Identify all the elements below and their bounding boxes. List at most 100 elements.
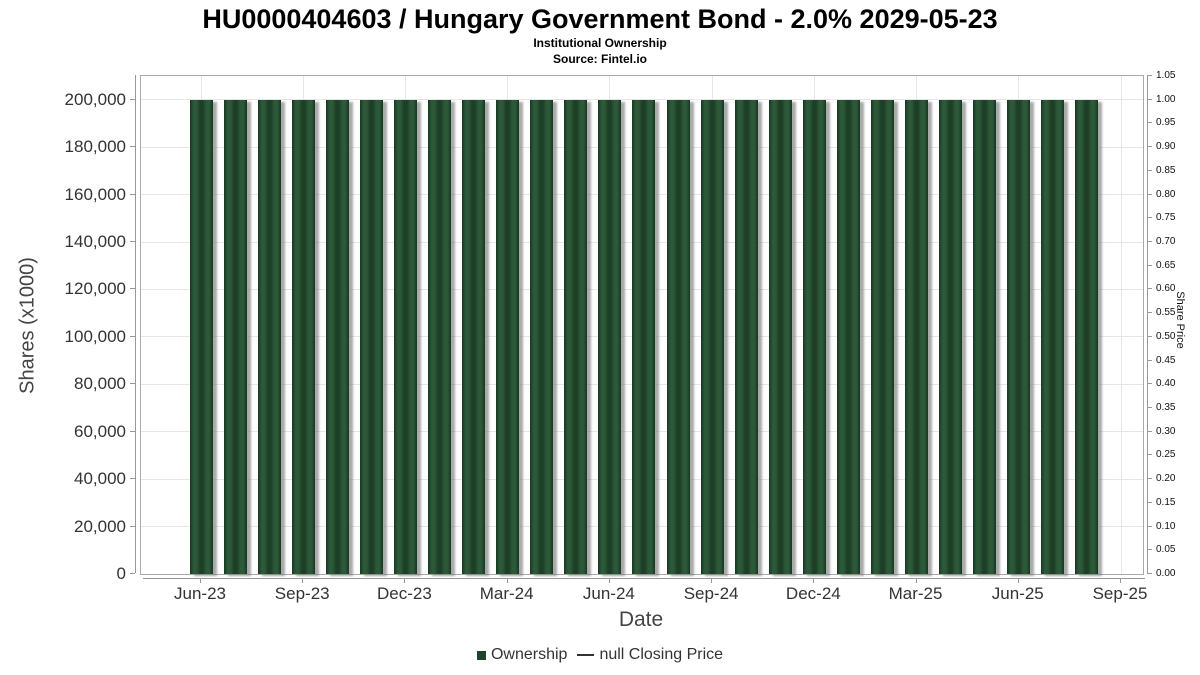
x-axis-tick-label: Dec-24 — [785, 584, 841, 603]
right-axis-tick — [1147, 383, 1152, 385]
ownership-bar[interactable] — [939, 99, 963, 574]
right-axis-tick — [1147, 573, 1152, 574]
legend-square-marker — [476, 650, 486, 660]
right-axis-tick — [1147, 122, 1152, 124]
ownership-bar[interactable] — [223, 99, 247, 574]
ownership-bar[interactable] — [325, 99, 349, 574]
right-axis-tick — [1147, 75, 1152, 76]
x-axis-tick — [302, 578, 304, 583]
left-axis-tick — [130, 146, 135, 148]
ownership-bar[interactable] — [1007, 99, 1031, 574]
ownership-bar[interactable] — [496, 99, 520, 574]
ownership-bar[interactable] — [836, 99, 860, 574]
right-axis-tick — [1147, 335, 1152, 337]
right-axis-tick-label: 0.15 — [1156, 496, 1176, 508]
left-axis-tick — [130, 430, 135, 432]
left-axis-tick-label: 80,000 — [74, 374, 126, 394]
x-axis-tick-label: Mar-25 — [888, 584, 943, 603]
x-axis-tick — [915, 578, 917, 583]
ownership-bar[interactable] — [598, 99, 622, 574]
ownership-bar[interactable] — [905, 99, 929, 574]
right-axis-tick-label: 0.75 — [1156, 212, 1176, 224]
right-axis-tick — [1147, 454, 1152, 456]
ownership-bar[interactable] — [564, 99, 588, 574]
right-axis-tick — [1147, 312, 1152, 314]
right-axis-tick-label: 0.30 — [1156, 425, 1176, 437]
ownership-bar[interactable] — [1075, 99, 1099, 574]
right-axis-tick-label: 0.45 — [1156, 354, 1176, 366]
ownership-bar[interactable] — [632, 99, 656, 574]
x-axis-tick — [1017, 578, 1019, 583]
x-axis-tick — [1120, 578, 1121, 583]
left-axis-tick — [130, 193, 135, 195]
left-axis-tick — [130, 241, 135, 242]
ownership-bar[interactable] — [870, 99, 894, 574]
right-axis-tick-label: 0.65 — [1156, 259, 1176, 271]
right-axis-tick — [1147, 525, 1152, 527]
right-axis-tick — [1147, 241, 1152, 242]
x-axis-tick — [608, 578, 610, 583]
x-axis-tick-label: Sep-24 — [683, 584, 739, 603]
legend-item-null-closing-price[interactable]: null Closing Price — [577, 646, 723, 664]
ownership-bar[interactable] — [257, 99, 281, 574]
legend-line-marker — [577, 654, 595, 656]
right-axis-tick — [1147, 98, 1152, 100]
ownership-bar[interactable] — [700, 99, 724, 574]
ownership-bar[interactable] — [734, 99, 758, 574]
ownership-bar[interactable] — [1041, 99, 1065, 574]
right-axis-tick-label: 0.20 — [1156, 473, 1176, 485]
right-axis-tick-label: 0.40 — [1156, 378, 1176, 390]
ownership-bar[interactable] — [666, 99, 690, 574]
ownership-bar[interactable] — [973, 99, 997, 574]
right-axis-tick-label: 1.05 — [1156, 70, 1176, 81]
ownership-bar[interactable] — [393, 99, 417, 574]
right-axis-line — [1147, 75, 1148, 573]
left-axis-tick — [130, 335, 135, 337]
ownership-bar[interactable] — [768, 99, 792, 574]
right-axis-tick-label: 0.35 — [1156, 402, 1176, 413]
ownership-bar[interactable] — [189, 99, 213, 574]
legend-label: Ownership — [490, 646, 568, 663]
x-axis-tick — [404, 578, 406, 583]
ownership-bar[interactable] — [428, 99, 452, 574]
left-axis-tick — [130, 478, 135, 480]
x-axis-line — [143, 578, 1145, 579]
legend-label: null Closing Price — [599, 646, 724, 663]
ownership-bar[interactable] — [530, 99, 554, 574]
left-axis-tick-label: 40,000 — [74, 469, 126, 489]
ownership-bar[interactable] — [291, 99, 315, 574]
left-axis-tick-label: 160,000 — [64, 184, 126, 204]
x-axis-tick-label: Dec-23 — [377, 584, 432, 603]
right-axis-tick — [1147, 217, 1152, 219]
right-axis-tick-label: 0.50 — [1156, 330, 1176, 342]
right-axis-tick-label: 0.90 — [1156, 141, 1176, 153]
ownership-bar[interactable] — [359, 99, 383, 574]
chart-title: HU0000404603 / Hungary Government Bond -… — [202, 4, 998, 34]
left-axis-tick-label: 200,000 — [64, 89, 126, 109]
right-axis-tick — [1147, 193, 1152, 195]
right-axis-tick-label: 0.55 — [1156, 307, 1176, 319]
right-axis-tick-label: 1.00 — [1156, 93, 1176, 105]
x-axis-tick-label: Sep-25 — [1092, 584, 1148, 603]
right-axis-tick — [1147, 407, 1152, 408]
chart-plot-area — [140, 75, 1144, 575]
x-axis-tick — [813, 578, 815, 583]
right-axis-tick — [1147, 264, 1152, 266]
left-axis-line — [135, 75, 136, 573]
right-axis-tick-label: 0.70 — [1156, 236, 1176, 247]
right-axis-tick — [1147, 169, 1152, 171]
legend-item-ownership[interactable]: Ownership — [476, 646, 568, 664]
left-axis-tick-label: 0 — [116, 564, 126, 583]
right-axis-tick-label: 0.95 — [1156, 117, 1176, 129]
right-axis-tick — [1147, 501, 1152, 503]
right-axis-tick-label: 0.60 — [1156, 283, 1176, 295]
right-axis-tick-label: 0.05 — [1156, 544, 1176, 556]
left-axis-tick — [130, 98, 135, 100]
ownership-bar[interactable] — [802, 99, 826, 574]
chart-source: Source: Fintel.io — [552, 52, 647, 66]
right-axis-tick-label: 0.00 — [1156, 568, 1176, 579]
right-axis-tick — [1147, 359, 1152, 361]
right-axis-tick — [1147, 549, 1152, 551]
ownership-bar[interactable] — [462, 99, 486, 574]
